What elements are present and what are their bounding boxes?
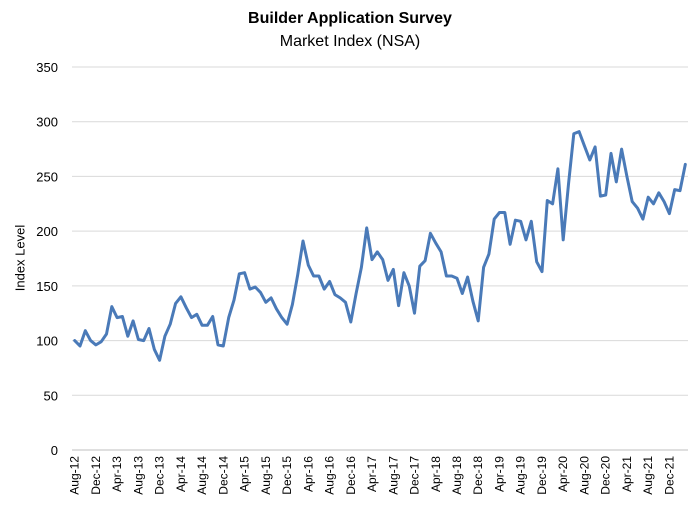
x-tick-label: Apr-19 [492, 456, 506, 492]
x-tick-label: Apr-21 [620, 456, 634, 492]
x-tick-label: Apr-16 [301, 456, 315, 492]
x-tick-label: Apr-15 [238, 456, 252, 492]
x-tick-label: Dec-19 [535, 456, 549, 495]
x-tick-label: Dec-14 [216, 456, 230, 495]
x-tick-label: Aug-14 [195, 456, 209, 495]
x-tick-label: Aug-21 [641, 456, 655, 495]
x-tick-label: Dec-17 [408, 456, 422, 495]
x-tick-label: Aug-16 [323, 456, 337, 495]
x-tick-label: Aug-20 [577, 456, 591, 495]
x-tick-label: Aug-12 [68, 456, 82, 495]
x-tick-label: Dec-21 [662, 456, 676, 495]
x-tick-label: Apr-17 [365, 456, 379, 492]
y-tick-label: 250 [36, 169, 58, 184]
x-tick-label: Apr-18 [429, 456, 443, 492]
x-tick-label: Dec-13 [153, 456, 167, 495]
y-tick-label: 150 [36, 279, 58, 294]
y-tick-label: 0 [51, 443, 58, 458]
x-tick-label: Aug-19 [514, 456, 528, 495]
x-tick-label: Apr-20 [556, 456, 570, 492]
x-tick-label: Dec-16 [344, 456, 358, 495]
x-tick-label: Apr-14 [174, 456, 188, 492]
chart-title: Builder Application Survey [248, 10, 452, 27]
y-tick-label: 200 [36, 224, 58, 239]
x-tick-label: Dec-18 [471, 456, 485, 495]
y-tick-label: 350 [36, 60, 58, 75]
x-tick-label: Aug-13 [131, 456, 145, 495]
x-tick-label: Aug-15 [259, 456, 273, 495]
x-tick-label: Aug-17 [386, 456, 400, 495]
x-tick-label: Apr-13 [110, 456, 124, 492]
series-line-market-index [73, 130, 687, 362]
x-tick-label: Aug-18 [450, 456, 464, 495]
x-tick-label: Dec-12 [89, 456, 103, 495]
x-tick-label: Dec-20 [599, 456, 613, 495]
x-tick-label: Dec-15 [280, 456, 294, 495]
chart-subtitle: Market Index (NSA) [279, 33, 421, 50]
y-tick-label: 50 [44, 388, 58, 403]
y-tick-label: 300 [36, 115, 58, 130]
y-tick-label: 100 [36, 334, 58, 349]
